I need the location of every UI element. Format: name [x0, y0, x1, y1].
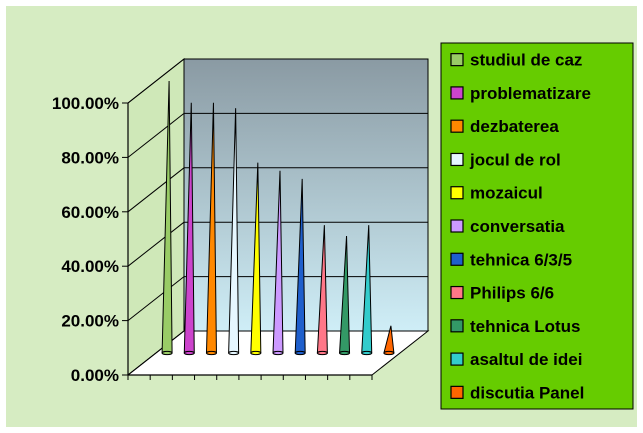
legend-box [440, 42, 634, 410]
cone-bar-base [272, 350, 284, 356]
legend-label: tehnica Lotus [470, 317, 581, 336]
legend-label: dezbaterea [470, 117, 559, 136]
cone-bar-base [294, 350, 306, 356]
legend-swatch [450, 119, 464, 133]
legend-swatch [450, 53, 464, 67]
gridline-side [127, 221, 185, 267]
legend-swatch [450, 319, 464, 333]
back-wall [183, 58, 429, 332]
axes [127, 103, 373, 380]
legend-label: discutia Panel [470, 383, 584, 402]
legend-label: studiul de caz [470, 51, 582, 70]
cone-bar [383, 325, 395, 356]
legend-swatch [450, 385, 464, 399]
legend-swatch [450, 285, 464, 300]
cone-bar-base [161, 350, 173, 356]
legend-label: asaltul de idei [470, 350, 582, 369]
cone-bar-base [361, 350, 373, 356]
gridline-side [127, 330, 185, 376]
legend-swatch [450, 252, 464, 266]
legend-label: mozaicul [470, 184, 543, 203]
cone-bar [361, 225, 373, 356]
y-axis-ticks: 0.00% 20.00% 40.00% 60.00% 80.00% 100.00% [52, 94, 128, 385]
y-tick-label: 80.00% [61, 148, 119, 167]
y-tick-label: 20.00% [61, 312, 119, 331]
cone-bar [228, 108, 240, 356]
legend: studiul de caz problematizare dezbaterea jo… [440, 42, 634, 410]
legend-swatch [450, 352, 464, 366]
cone-bar [272, 170, 284, 356]
cone-bar [183, 102, 195, 356]
gridline-side [127, 58, 185, 104]
y-tick-label: 0.00% [71, 366, 119, 385]
gridline-side [127, 276, 185, 321]
cone-bar-base [183, 350, 195, 356]
legend-label: jocul de rol [469, 150, 561, 169]
y-tick-label: 40.00% [61, 257, 119, 276]
cone-bar [316, 225, 328, 356]
legend-swatch [450, 219, 464, 233]
cone-bar-base [316, 350, 328, 356]
cone-bar-base [228, 350, 240, 356]
gridline-side [127, 113, 185, 158]
cone-bar [205, 102, 217, 356]
cone-bar-base [205, 350, 217, 356]
cone-bar [250, 162, 262, 356]
cone-bar [161, 80, 173, 356]
cone-bar [339, 236, 351, 356]
legend-label: conversatia [470, 217, 565, 236]
gridlines [127, 58, 428, 376]
legend-swatch [450, 186, 464, 200]
legend-label: problematizare [470, 84, 591, 103]
legend-label: Philips 6/6 [470, 284, 554, 303]
legend-swatch [450, 152, 464, 167]
y-tick-label: 60.00% [61, 203, 119, 222]
cone-bar [294, 178, 306, 356]
cone-bar-base [250, 350, 262, 356]
y-tick-label: 100.00% [52, 94, 119, 113]
legend-swatch [450, 86, 464, 100]
cone-series [161, 80, 395, 356]
gridline-side [127, 167, 185, 213]
legend-label: tehnica 6/3/5 [470, 250, 572, 269]
cone-bar-base [383, 350, 395, 356]
cone-bar-base [339, 350, 351, 356]
side-wall [127, 57, 185, 377]
